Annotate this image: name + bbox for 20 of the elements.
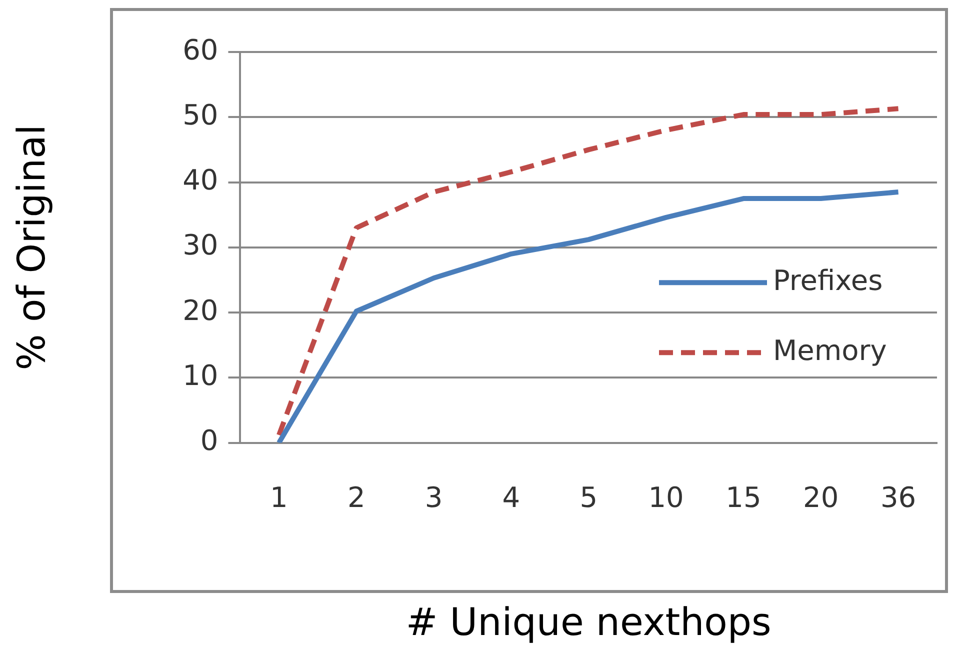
y-tick-label: 60 [182,33,218,66]
y-tick-label: 40 [182,164,218,197]
x-axis-title: # Unique nexthops [406,600,772,644]
x-tick-label: 1 [270,480,288,514]
x-tick-label: 36 [880,480,916,514]
x-tick-label: 4 [502,480,520,514]
x-tick-label: 10 [648,480,684,514]
legend-label: Prefixes [773,264,883,297]
x-tick-label: 5 [580,480,598,514]
y-tick-label: 20 [182,294,218,327]
y-tick-label: 10 [182,358,218,392]
x-tick-label: 20 [803,480,839,514]
y-tick-label: 0 [200,424,218,458]
x-tick-label: 2 [347,480,366,514]
x-tick-label: 15 [726,480,762,514]
y-tick-label: 50 [182,98,218,132]
x-tick-label: 3 [424,480,443,514]
y-tick-label: 30 [182,228,218,262]
legend-label: Memory [773,334,887,367]
y-axis-title: % of Original [10,124,54,370]
